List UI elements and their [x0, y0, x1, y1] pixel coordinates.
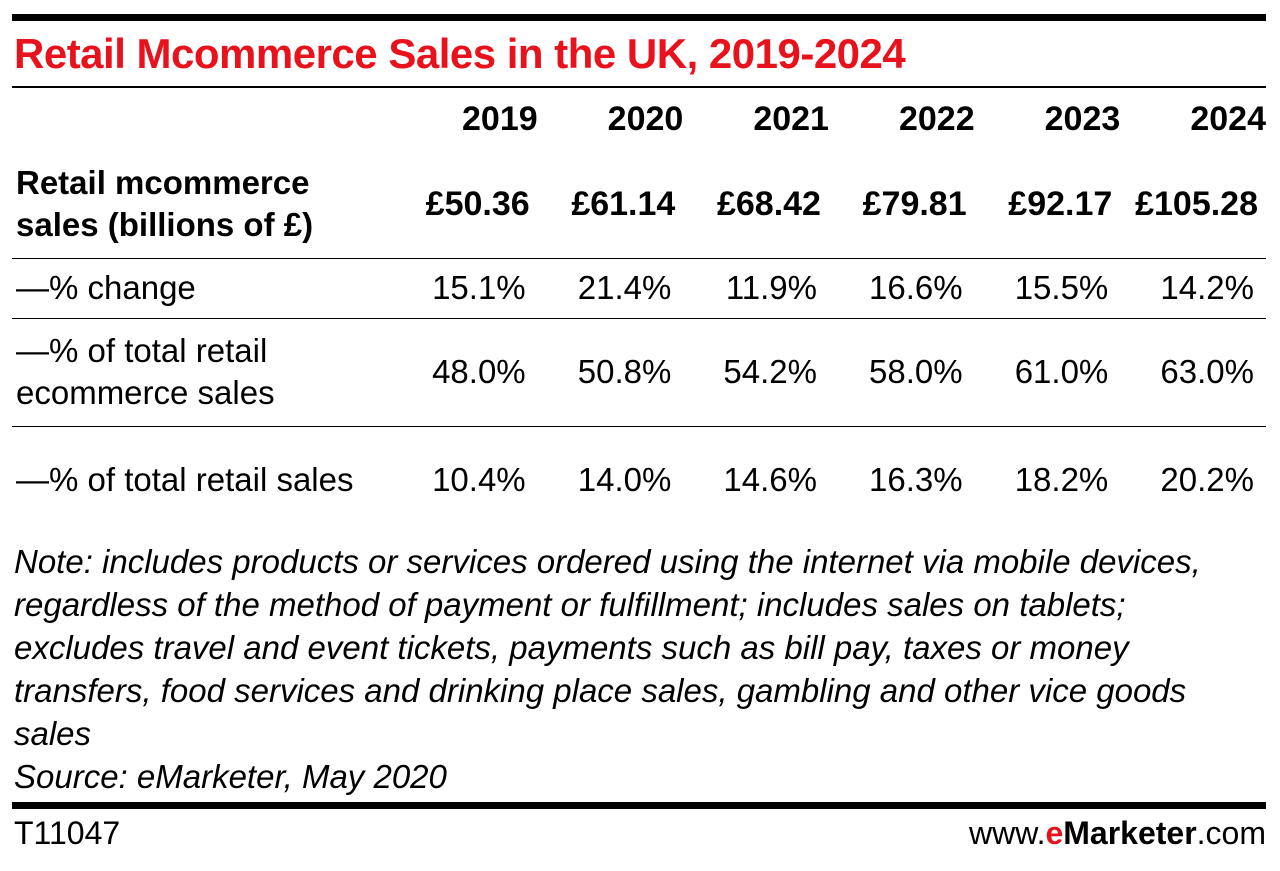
- table-cell: 15.5%: [974, 258, 1121, 319]
- table-row-percent-change: —% change 15.1% 21.4% 11.9% 16.6% 15.5% …: [12, 258, 1266, 319]
- table-cell: 61.0%: [974, 318, 1121, 427]
- table-cell: £92.17: [974, 151, 1121, 259]
- table-cell: £61.14: [537, 151, 684, 259]
- row-label: —% of total retail sales: [16, 460, 354, 498]
- data-table: 2019 2020 2021 2022 2023 2024 Retail mco…: [12, 88, 1266, 533]
- column-header: 2023: [1044, 100, 1121, 138]
- table-cell: 50.8%: [537, 318, 684, 427]
- table-cell: 21.4%: [537, 258, 684, 319]
- column-header: 2019: [462, 100, 538, 138]
- note-text: Note: includes products or services orde…: [14, 543, 1201, 752]
- table-cell: 14.2%: [1120, 258, 1266, 319]
- title-rule: [12, 86, 1266, 88]
- bottom-rule: [12, 802, 1266, 809]
- brand-name: Marketer: [1063, 815, 1197, 851]
- table-row-percent-retail: —% of total retail sales 10.4% 14.0% 14.…: [12, 426, 1266, 533]
- table-row-mcommerce-sales: Retail mcommerce sales (billions of £) £…: [12, 151, 1266, 259]
- table-cell: £50.36: [392, 151, 538, 259]
- column-header: 2022: [898, 100, 975, 138]
- row-label: —% of total retail ecommerce sales: [12, 318, 392, 427]
- table-cell: 10.4%: [432, 460, 526, 498]
- table-cell: 14.0%: [577, 460, 672, 498]
- table-cell: 16.3%: [869, 460, 963, 498]
- header-corner: [12, 88, 392, 151]
- source-text: Source: eMarketer, May 2020: [14, 758, 447, 795]
- header-row: 2019 2020 2021 2022 2023 2024: [12, 88, 1266, 151]
- column-header: 2024: [1190, 100, 1266, 138]
- table-cell: 16.6%: [828, 258, 975, 319]
- table-cell: 48.0%: [392, 318, 538, 427]
- chart-code: T11047: [14, 815, 121, 851]
- brand-logo: www.eMarketer.com: [969, 815, 1266, 852]
- table-cell: 14.6%: [723, 460, 817, 498]
- row-label: Retail mcommerce sales (billions of £): [12, 151, 392, 259]
- table-cell: £68.42: [683, 151, 829, 259]
- table-cell: 11.9%: [683, 258, 829, 319]
- top-rule: [12, 14, 1266, 21]
- brand-suffix: .com: [1196, 815, 1266, 851]
- column-header: 2021: [753, 100, 829, 138]
- brand-prefix: www.: [969, 815, 1046, 851]
- table-cell: 63.0%: [1120, 318, 1266, 427]
- table-cell: 18.2%: [1014, 460, 1109, 498]
- chart-title: Retail Mcommerce Sales in the UK, 2019-2…: [14, 30, 906, 77]
- table-row-percent-ecommerce: —% of total retail ecommerce sales 48.0%…: [12, 318, 1266, 427]
- notes-block: Note: includes products or services orde…: [14, 540, 1264, 798]
- table-cell: £79.81: [828, 151, 975, 259]
- table-cell: 15.1%: [392, 258, 538, 319]
- table-cell: 54.2%: [683, 318, 829, 427]
- column-header: 2020: [607, 100, 684, 138]
- table-cell: 20.2%: [1160, 460, 1254, 498]
- table-cell: £105.28: [1120, 151, 1266, 259]
- brand-e: e: [1045, 815, 1064, 851]
- table-cell: 58.0%: [828, 318, 975, 427]
- row-label: —% change: [12, 258, 392, 319]
